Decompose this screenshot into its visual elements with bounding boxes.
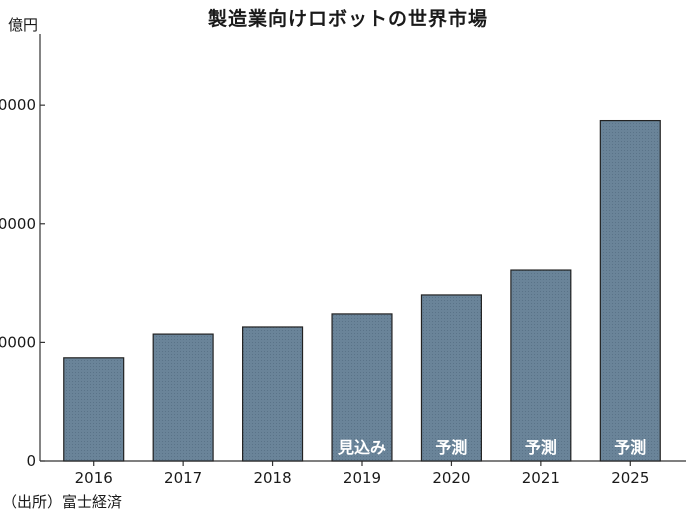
y-tick-label: 20000 [0,215,36,233]
bar-note-label: 予測 [435,438,467,457]
bar [152,333,214,462]
bar [599,119,661,462]
x-tick-label: 2017 [164,469,202,487]
x-tick-label: 2020 [432,469,470,487]
bar-note-label: 見込み [337,438,386,457]
x-tick-label: 2018 [253,469,291,487]
y-tick-label: 0 [26,452,36,470]
x-tick-label: 2016 [75,469,113,487]
y-tick-label: 30000 [0,96,36,114]
bar-note-label: 予測 [525,438,557,457]
chart-title: 製造業向けロボットの世界市場 [207,8,488,30]
bar [242,326,304,462]
bar [510,269,572,462]
y-axis-unit: 億円 [8,16,38,34]
bar [420,294,482,462]
bar [331,313,393,462]
source-note: （出所）富士経済 [2,493,123,511]
x-tick-label: 2019 [343,469,381,487]
x-tick-label: 2021 [522,469,560,487]
y-tick-label: 10000 [0,333,36,351]
bar-note-label: 予測 [614,438,646,457]
bar [63,357,125,462]
x-tick-label: 2025 [611,469,649,487]
